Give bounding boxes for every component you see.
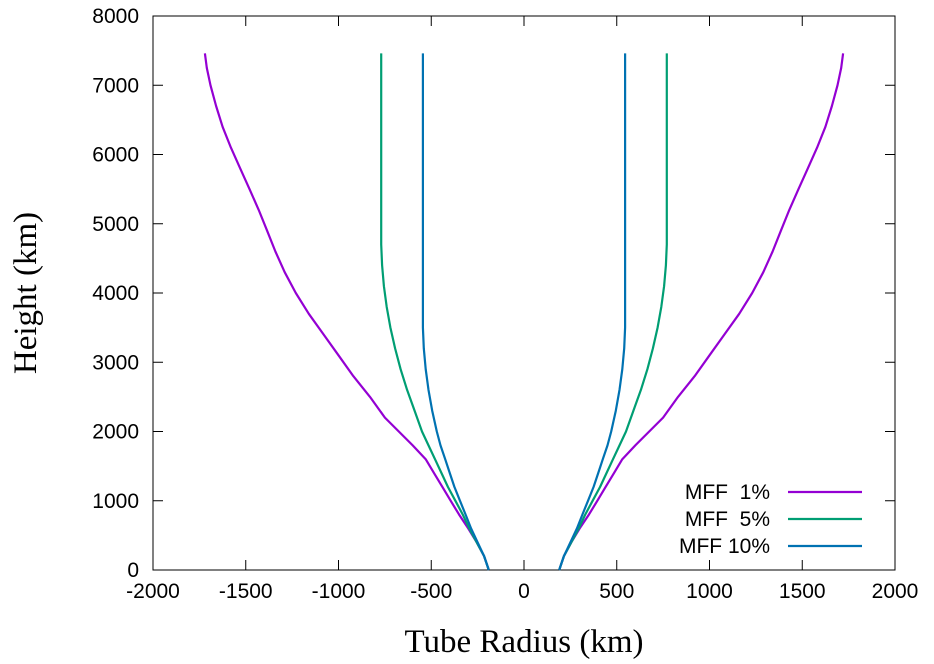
y-tick-label: 2000	[92, 421, 139, 444]
y-axis-title: Height (km)	[8, 212, 44, 374]
y-tick-label: 0	[127, 559, 139, 582]
x-tick-label: 1500	[779, 580, 826, 603]
plot-frame	[152, 15, 896, 571]
series-line-mff-10-right	[558, 53, 627, 571]
y-tick-label: 1000	[92, 490, 139, 513]
x-tick-label: 0	[518, 580, 530, 603]
y-tick-label: 3000	[92, 351, 139, 374]
series-line-mff-1-left	[203, 53, 490, 571]
y-tick-label: 4000	[92, 282, 139, 305]
series-line-mff-1-right	[558, 53, 845, 571]
series-line-mff-5-right	[558, 53, 668, 571]
x-tick-label: -1500	[219, 580, 273, 603]
legend-label-mff-5: MFF 5%	[685, 508, 770, 531]
x-axis-title: Tube Radius (km)	[405, 624, 644, 660]
axis-ticks: -2000 -1500 -1000 -500 0 500 1000 1500 2000 0 1000…	[92, 5, 918, 603]
series-line-mff-5-left	[380, 53, 490, 571]
y-tick-label: 5000	[92, 213, 139, 236]
y-tick-label: 6000	[92, 144, 139, 167]
series-lines	[203, 53, 845, 571]
legend: MFF 1% MFF 5% MFF 10%	[679, 481, 862, 558]
x-tick-label: -500	[410, 580, 452, 603]
series-line-mff-10-left	[421, 53, 490, 571]
y-tick-label: 8000	[92, 5, 139, 28]
x-tick-label: -2000	[126, 580, 180, 603]
y-tick-label: 7000	[92, 74, 139, 97]
x-tick-label: -1000	[312, 580, 366, 603]
x-tick-label: 2000	[872, 580, 919, 603]
legend-label-mff-1: MFF 1%	[685, 481, 770, 504]
x-tick-label: 500	[599, 580, 634, 603]
x-tick-label: 1000	[686, 580, 733, 603]
legend-label-mff-10: MFF 10%	[679, 535, 770, 558]
